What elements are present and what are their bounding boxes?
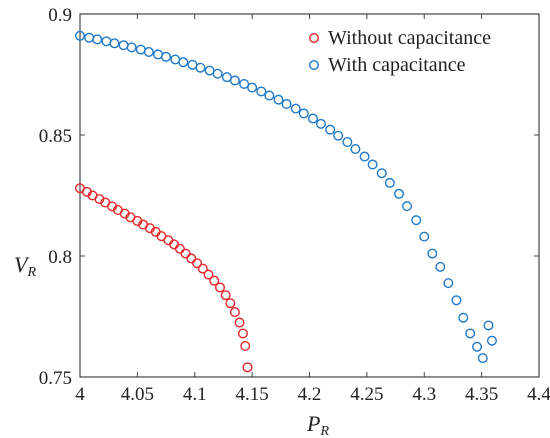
legend-label: Without capacitance: [328, 27, 491, 49]
data-point: [92, 34, 103, 45]
data-point: [240, 341, 251, 352]
data-point: [483, 320, 494, 331]
data-point: [242, 362, 253, 373]
data-point: [419, 231, 430, 242]
data-point: [214, 282, 225, 293]
data-point: [101, 36, 112, 47]
data-point: [135, 44, 146, 55]
data-point: [74, 30, 85, 41]
data-point: [256, 86, 267, 97]
data-point: [307, 113, 318, 124]
data-point: [174, 243, 185, 254]
data-point: [402, 201, 413, 212]
data-point: [197, 263, 208, 274]
data-point: [451, 295, 462, 306]
data-point: [229, 75, 240, 86]
data-point: [435, 261, 446, 272]
data-point: [229, 307, 240, 318]
data-point: [342, 137, 353, 148]
data-point: [465, 328, 476, 339]
legend-marker: [309, 33, 320, 44]
data-point: [281, 99, 292, 110]
x-tick-label: 4.1: [183, 384, 207, 405]
data-point: [237, 328, 248, 339]
data-point: [225, 298, 236, 309]
data-point: [427, 248, 438, 259]
x-tick-label: 4.4: [527, 384, 550, 405]
data-point: [204, 65, 215, 76]
data-point: [143, 46, 154, 57]
data-point: [477, 353, 488, 364]
data-point: [180, 248, 191, 259]
data-point: [153, 49, 164, 60]
data-point: [161, 51, 172, 62]
x-tick-label: 4: [75, 384, 85, 405]
data-point: [315, 118, 326, 129]
data-point: [325, 124, 336, 135]
data-point: [458, 312, 469, 323]
data-point: [212, 68, 223, 79]
x-tick-label: 4.35: [465, 384, 498, 405]
y-tick-label: 0.75: [39, 368, 72, 389]
y-tick-label: 0.85: [39, 126, 72, 147]
legend-marker: [309, 60, 320, 71]
data-point: [333, 130, 344, 141]
y-tick-label: 0.9: [48, 5, 72, 26]
data-point: [350, 144, 361, 155]
x-tick-label: 4.05: [121, 384, 154, 405]
data-point: [203, 269, 214, 280]
data-point: [187, 59, 198, 70]
data-point: [195, 62, 206, 73]
series-layer: [74, 30, 497, 373]
data-point: [394, 188, 405, 199]
plot-area: [79, 13, 540, 378]
data-point: [220, 290, 231, 301]
data-point: [84, 32, 95, 43]
data-point: [234, 317, 245, 328]
data-point: [118, 40, 129, 51]
data-point: [178, 57, 189, 68]
x-tick-label: 4.2: [298, 384, 322, 405]
data-point: [239, 78, 250, 89]
legend-label: With capacitance: [328, 54, 466, 76]
x-tick-label: 4.3: [412, 384, 436, 405]
data-point: [126, 42, 137, 53]
y-axis-ticks: 0.75 0.8 0.85 0.9: [39, 5, 539, 389]
data-point: [209, 275, 220, 286]
data-point: [359, 151, 370, 162]
series-1: [74, 30, 497, 364]
plot-frame: [79, 13, 540, 378]
y-axis-label: VR: [14, 252, 36, 280]
data-point: [298, 108, 309, 119]
x-axis-ticks: 4 4.05 4.1 4.15 4.2 4.25 4.3 4.35 4.4: [75, 14, 550, 405]
data-point: [264, 90, 275, 101]
data-point: [221, 72, 232, 83]
x-tick-label: 4.25: [350, 384, 383, 405]
data-point: [290, 103, 301, 114]
data-point: [192, 258, 203, 269]
data-point: [94, 194, 105, 205]
data-point: [367, 159, 378, 170]
data-point: [273, 94, 284, 105]
data-point: [486, 335, 497, 346]
data-point: [247, 82, 258, 93]
data-point: [109, 38, 120, 49]
x-tick-label: 4.15: [236, 384, 269, 405]
data-point: [411, 215, 422, 226]
data-point: [443, 278, 454, 289]
data-point: [170, 54, 181, 65]
data-point: [384, 177, 395, 188]
y-tick-label: 0.8: [48, 247, 72, 268]
data-point: [376, 168, 387, 179]
x-axis-label: PR: [306, 411, 329, 438]
series-0: [74, 183, 253, 373]
data-point: [186, 253, 197, 264]
legend: Without capacitance With capacitance: [309, 27, 491, 76]
data-point: [472, 341, 483, 352]
